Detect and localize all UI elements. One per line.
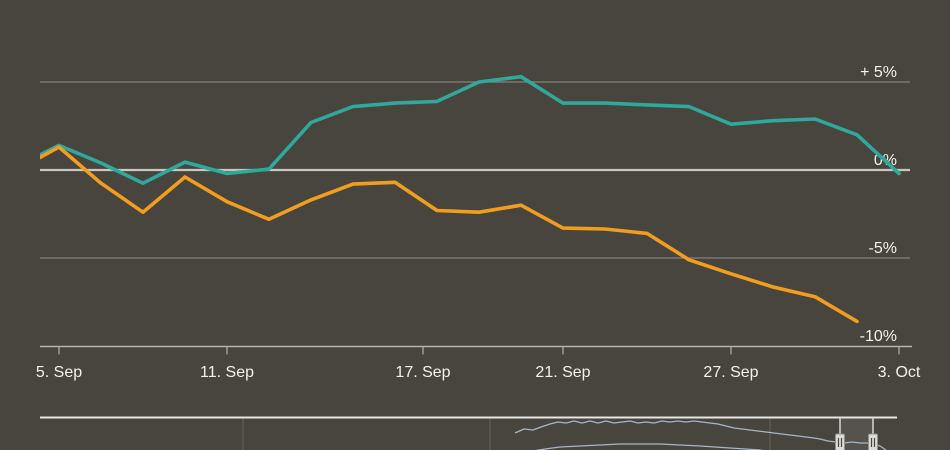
y-tick-label: -10% — [860, 328, 897, 345]
x-tick-label: 21. Sep — [535, 364, 590, 381]
x-tick-label: 3. Oct — [878, 364, 921, 381]
x-tick-label: 17. Sep — [395, 364, 450, 381]
x-tick-label: 5. Sep — [36, 364, 82, 381]
series-group — [17, 74, 901, 324]
navigator-series-line-1 — [514, 420, 887, 450]
y-tick-label: + 5% — [860, 64, 897, 81]
navigator-handle-right[interactable] — [868, 433, 878, 450]
teal-performance-line[interactable] — [17, 74, 901, 185]
x-tick-label: 11. Sep — [200, 364, 254, 381]
navigator-selected-range[interactable] — [840, 418, 873, 450]
navigator-handle-left[interactable] — [835, 433, 845, 450]
navigator-series-line-2 — [535, 443, 764, 450]
x-tick-label: 27. Sep — [703, 364, 758, 381]
orange-performance-line[interactable] — [17, 145, 859, 324]
y-tick-label: -5% — [869, 240, 897, 257]
